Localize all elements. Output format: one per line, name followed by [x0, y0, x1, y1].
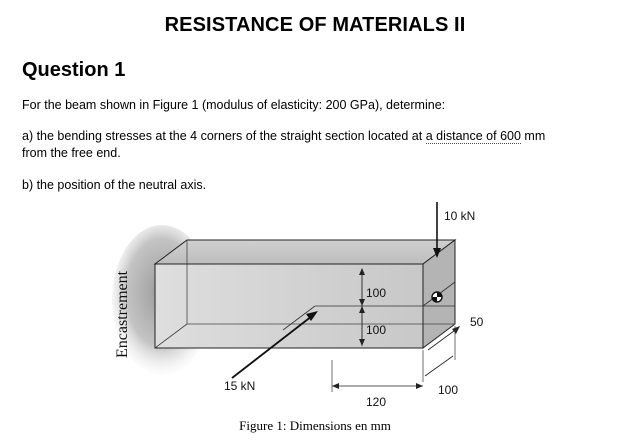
load-inclined-label: 15 kN	[224, 379, 255, 393]
item-a: a) the bending stresses at the 4 corners…	[22, 128, 612, 162]
dim-depth: 50	[470, 315, 484, 329]
item-a-suffix: mm	[520, 129, 546, 143]
item-a-prefix: a) the bending stresses at the 4 corners…	[22, 129, 426, 143]
support-label: Encastrement	[114, 270, 131, 358]
load-vertical-label: 10 kN	[444, 209, 475, 223]
dim-offset: 120	[366, 395, 386, 409]
item-b: b) the position of the neutral axis.	[22, 178, 207, 192]
dim-height-upper: 100	[366, 286, 386, 300]
depth-dim-line	[427, 327, 459, 351]
item-a-line2: from the free end.	[22, 146, 121, 160]
inclined-load-arrow	[231, 315, 313, 379]
figure-caption: Figure 1: Dimensions en mm	[239, 418, 391, 433]
beam-top-face	[153, 239, 457, 265]
beam-diagram: 100 100 10 kN 15 kN 50 100 120 Encastrem…	[112, 202, 484, 409]
question-heading: Question 1	[22, 59, 126, 81]
intro-text: For the beam shown in Figure 1 (modulus …	[22, 98, 446, 112]
dim-height-lower: 100	[366, 323, 386, 337]
dim-width: 100	[438, 383, 458, 397]
width-dim-line	[424, 355, 454, 377]
document-title: RESISTANCE OF MATERIALS II	[164, 14, 466, 36]
item-a-distance: a distance of 600	[425, 129, 521, 144]
beam-figure: 100 100 10 kN 15 kN 50 100 120 Encastrem…	[100, 200, 520, 410]
